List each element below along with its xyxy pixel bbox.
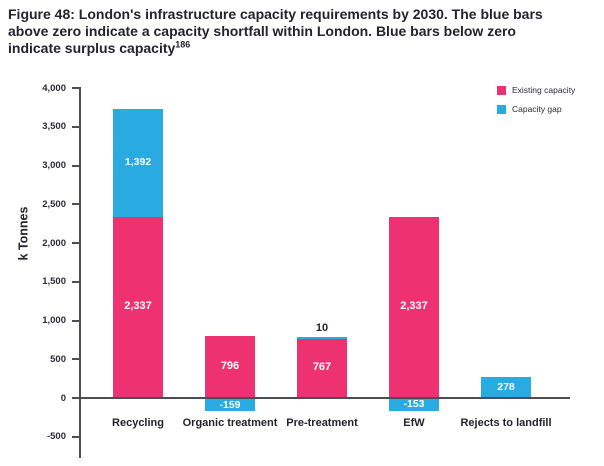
y-axis-tick (72, 280, 80, 283)
y-axis-tick-label: 0 (60, 392, 66, 404)
y-axis-tick-label: 2,000 (42, 237, 66, 249)
y-axis-tick-label: 1,500 (42, 276, 66, 288)
y-axis-tick (72, 319, 80, 322)
x-axis-zero-line (80, 396, 570, 399)
capacity-gap-bar (297, 336, 347, 339)
capacity-gap-bar (205, 399, 255, 412)
title-line: above zero indicate a capacity shortfall… (8, 23, 516, 39)
capacity-gap-bar (113, 109, 163, 217)
figure-title: Figure 48: London's infrastructure capac… (8, 6, 596, 57)
legend-label: Existing capacity (512, 85, 576, 95)
capacity-gap-value: -153 (403, 398, 425, 411)
y-axis-tick (72, 203, 80, 206)
legend-swatch-capacity-gap (497, 105, 506, 114)
title-line: Figure 48: London's infrastructure capac… (8, 6, 543, 22)
existing-capacity-bar (205, 336, 255, 398)
title-line: indicate surplus capacity (8, 40, 176, 56)
y-axis-tick-label: 3,000 (42, 160, 66, 171)
y-axis-tick-label: 3,500 (42, 121, 66, 133)
y-axis-tick-label: 4,000 (42, 82, 66, 94)
capacity-gap-value: 1,392 (124, 156, 152, 169)
legend-label: Capacity gap (512, 104, 562, 114)
x-axis-category-label: Pre-treatment (286, 417, 358, 429)
capacity-gap-bar (481, 376, 531, 398)
x-axis-category-label: Recycling (112, 417, 164, 429)
capacity-gap-value: 278 (497, 380, 515, 393)
y-axis-tick (72, 435, 80, 438)
existing-capacity-value: 2,337 (400, 300, 428, 313)
y-axis-tick (72, 358, 80, 361)
y-axis-tick (72, 164, 80, 167)
x-axis-category-label: EfW (403, 417, 425, 429)
existing-capacity-bar (297, 338, 347, 398)
y-axis-tick (72, 397, 80, 399)
x-axis-category-label: Rejects to landfill (460, 417, 552, 429)
legend-swatch-existing-capacity (497, 86, 506, 95)
capacity-gap-value: -159 (219, 398, 241, 411)
y-axis-tick (72, 87, 80, 89)
y-axis-tick (72, 125, 80, 128)
existing-capacity-bar (113, 216, 163, 398)
existing-capacity-value: 767 (312, 361, 332, 374)
capacity-gap-value: 10 (315, 321, 329, 334)
y-axis-tick-label: 1,000 (42, 315, 66, 326)
existing-capacity-value: 2,337 (124, 300, 152, 313)
y-axis-tick-label: 2,500 (42, 198, 66, 210)
y-axis-tick-label: -500 (46, 431, 66, 443)
x-axis-category-label: Organic treatment (182, 417, 278, 429)
y-axis-line (79, 87, 81, 458)
y-axis-tick-label: 500 (50, 353, 66, 365)
existing-capacity-value: 796 (220, 360, 240, 373)
y-axis-tick (72, 242, 80, 244)
existing-capacity-bar (389, 216, 439, 398)
title-footnote-superscript: 186 (175, 39, 191, 50)
capacity-gap-bar (389, 399, 439, 411)
